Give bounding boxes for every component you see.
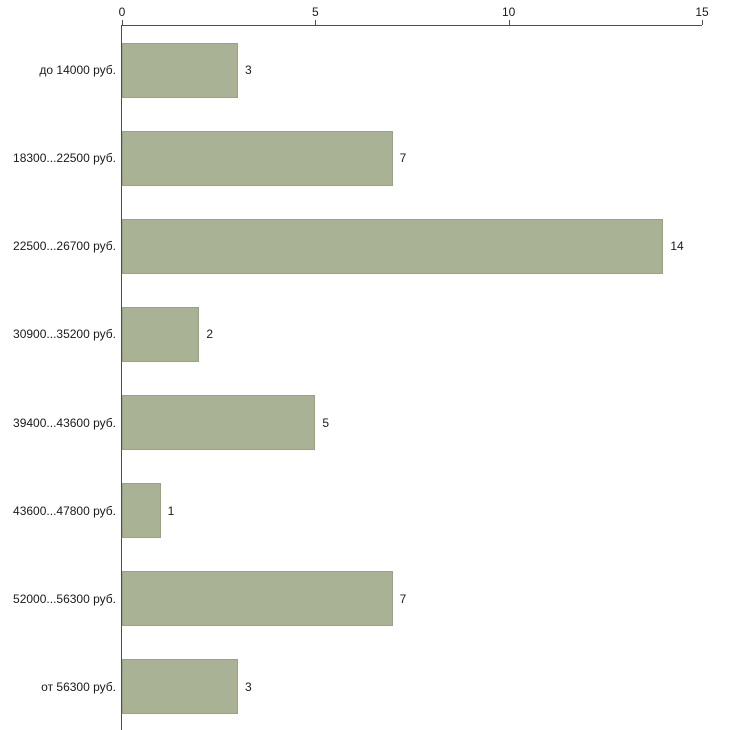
chart-row: 52000...56300 руб. 7 (13, 555, 702, 643)
category-label: 52000...56300 руб. (13, 591, 116, 606)
tick-mark (702, 20, 703, 25)
value-label: 7 (399, 591, 407, 606)
tick-label: 5 (311, 5, 319, 19)
chart-row: 43600...47800 руб. 1 (13, 467, 702, 555)
bar (122, 306, 200, 362)
value-label: 1 (167, 503, 175, 518)
chart-row: 30900...35200 руб. 2 (13, 290, 702, 378)
chart-row: до 14000 руб. 3 (39, 26, 702, 114)
chart-row: 18300...22500 руб. 7 (13, 114, 702, 202)
tick-label: 10 (501, 5, 516, 19)
bar (122, 571, 393, 627)
tick-mark (315, 20, 317, 25)
bar-rows: до 14000 руб. 3 18300...22500 руб. 7 22500..… (13, 26, 702, 730)
value-label: 3 (245, 63, 252, 78)
tick-label: 15 (695, 5, 709, 19)
value-label: 5 (322, 415, 330, 430)
category-label: 22500...26700 руб. (13, 239, 116, 254)
category-label: 39400...43600 руб. (13, 415, 116, 430)
tick-mark (122, 20, 123, 25)
chart-row: 39400...43600 руб. 5 (13, 379, 702, 467)
category-label: 18300...22500 руб. (13, 151, 116, 166)
category-label: 43600...47800 руб. (13, 503, 116, 518)
value-label: 2 (206, 327, 214, 342)
tick-mark (508, 20, 510, 25)
bar (122, 130, 393, 186)
bar (122, 42, 238, 98)
chart-row: 22500...26700 руб. 14 (13, 202, 702, 290)
plot-area: 0 5 10 15 до 14000 руб. 3 18300...22500 руб. 7… (13, 5, 709, 730)
category-label: до 14000 руб. (39, 63, 116, 78)
bar (122, 659, 238, 715)
category-label: от 56300 руб. (41, 679, 116, 694)
value-label: 3 (245, 679, 252, 694)
value-label: 7 (399, 151, 407, 166)
value-label: 14 (670, 239, 684, 254)
tick-label: 0 (118, 5, 126, 19)
category-label: 30900...35200 руб. (13, 327, 116, 342)
bar (122, 395, 316, 451)
bar (122, 483, 161, 539)
chart-row: от 56300 руб. 3 (41, 643, 702, 730)
bar (122, 218, 664, 274)
